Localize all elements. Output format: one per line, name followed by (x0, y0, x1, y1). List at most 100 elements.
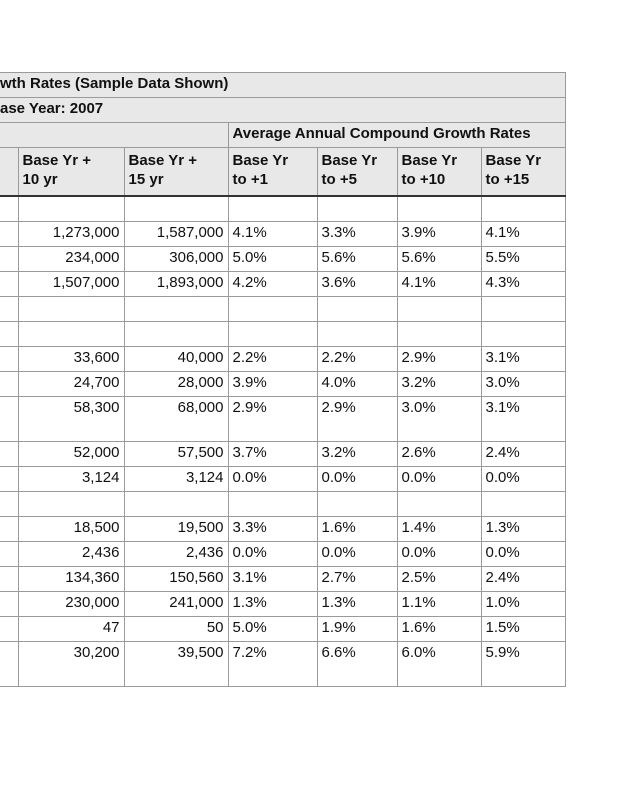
table-cell: 2.2% (316, 346, 398, 372)
table-cell (17, 296, 125, 322)
table-cell (17, 195, 125, 222)
table-row: 1,273,000 1,587,000 4.1% 3.3% 3.9% 4.1% (0, 221, 566, 247)
column-header: Base Yr +10 yr (17, 147, 125, 197)
table-cell (316, 296, 398, 322)
table-cell: 306,000 (123, 246, 229, 272)
table-row: 24,700 28,000 3.9% 4.0% 3.2% 3.0% (0, 371, 566, 397)
table-cell: 5.6% (316, 246, 398, 272)
column-header-row: Base Yr +10 yr Base Yr +15 yr Base Yr to +1… (0, 147, 566, 197)
table-cell: 58,300 (17, 396, 125, 442)
table-cell: 47 (17, 616, 125, 642)
table-cell: 150,560 (123, 566, 229, 592)
table-cell: 18,500 (17, 516, 125, 542)
table-cell: 0.0% (316, 466, 398, 492)
table-cell (227, 491, 318, 517)
table-cell: 1.3% (316, 591, 398, 617)
table-cell (0, 491, 19, 517)
table-cell (396, 195, 482, 222)
table-cell: 0.0% (396, 541, 482, 567)
table-cell: 230,000 (17, 591, 125, 617)
table-cell (17, 321, 125, 347)
table-cell: 4.1% (396, 271, 482, 297)
table-cell (0, 541, 19, 567)
table-cell: 5.0% (227, 616, 318, 642)
table-cell (396, 321, 482, 347)
table-row: 52,000 57,500 3.7% 3.2% 2.6% 2.4% (0, 441, 566, 467)
table-cell (123, 296, 229, 322)
table-cell: 3.9% (227, 371, 318, 397)
table-cell (316, 195, 398, 222)
table-cell (227, 296, 318, 322)
group-header-growth-rates: Average Annual Compound Growth Rates (227, 122, 566, 148)
table-cell: 0.0% (396, 466, 482, 492)
table-cell (480, 296, 566, 322)
column-header: Base Yr to +10 (396, 147, 482, 197)
table-cell: 4.0% (316, 371, 398, 397)
table-cell (316, 321, 398, 347)
table-cell: 1.5% (480, 616, 566, 642)
table-cell: 234,000 (17, 246, 125, 272)
table-cell: 4.1% (480, 221, 566, 247)
table-cell: 24,700 (17, 371, 125, 397)
table-cell (396, 491, 482, 517)
table-cell (0, 296, 19, 322)
table-cell (0, 616, 19, 642)
table-cell: 1.3% (227, 591, 318, 617)
table-row (0, 296, 566, 322)
table-cell (396, 296, 482, 322)
table-cell (0, 195, 19, 222)
table-cell: 3.2% (396, 371, 482, 397)
table-cell: 1,587,000 (123, 221, 229, 247)
table-cell: 2.6% (396, 441, 482, 467)
table-cell: 241,000 (123, 591, 229, 617)
table-row: 134,360 150,560 3.1% 2.7% 2.5% 2.4% (0, 566, 566, 592)
table-cell (0, 591, 19, 617)
table-cell: 1.3% (480, 516, 566, 542)
table-cell: 1.6% (316, 516, 398, 542)
table-cell: 3,124 (123, 466, 229, 492)
table-cell (0, 321, 19, 347)
column-header (0, 147, 19, 197)
base-year-label: ase Year: 2007 (0, 97, 566, 123)
table-cell: 1.6% (396, 616, 482, 642)
table-cell: 2.7% (316, 566, 398, 592)
table-row: 230,000 241,000 1.3% 1.3% 1.1% 1.0% (0, 591, 566, 617)
table-cell: 2.2% (227, 346, 318, 372)
table-cell: 3.1% (480, 346, 566, 372)
table-cell: 7.2% (227, 641, 318, 687)
table-cell: 33,600 (17, 346, 125, 372)
table-cell: 3.1% (227, 566, 318, 592)
table-cell (227, 321, 318, 347)
column-header: Base Yr to +15 (480, 147, 566, 197)
table-cell: 52,000 (17, 441, 125, 467)
title-row: wth Rates (Sample Data Shown) (0, 72, 566, 98)
group-header-blank (0, 122, 229, 148)
table-cell: 50 (123, 616, 229, 642)
table-cell: 3,124 (17, 466, 125, 492)
table-cell (0, 566, 19, 592)
table-cell: 2,436 (123, 541, 229, 567)
table-cell: 1,507,000 (17, 271, 125, 297)
table-row: 47 50 5.0% 1.9% 1.6% 1.5% (0, 616, 566, 642)
table-cell: 2.5% (396, 566, 482, 592)
table-cell (0, 641, 19, 687)
table-cell (0, 516, 19, 542)
table-cell (480, 321, 566, 347)
table-cell (123, 491, 229, 517)
table-cell: 39,500 (123, 641, 229, 687)
table-cell: 28,000 (123, 371, 229, 397)
table-cell: 1,893,000 (123, 271, 229, 297)
table-cell: 0.0% (227, 466, 318, 492)
table-cell: 3.0% (396, 396, 482, 442)
table-cell (0, 441, 19, 467)
table-cell: 0.0% (480, 466, 566, 492)
table-cell: 40,000 (123, 346, 229, 372)
group-header-row: Average Annual Compound Growth Rates (0, 122, 566, 148)
table-cell (480, 195, 566, 222)
table-row: 1,507,000 1,893,000 4.2% 3.6% 4.1% 4.3% (0, 271, 566, 297)
table-cell: 2.4% (480, 441, 566, 467)
column-header: Base Yr to +5 (316, 147, 398, 197)
table-cell: 19,500 (123, 516, 229, 542)
table-cell: 2.9% (227, 396, 318, 442)
table-cell: 0.0% (480, 541, 566, 567)
